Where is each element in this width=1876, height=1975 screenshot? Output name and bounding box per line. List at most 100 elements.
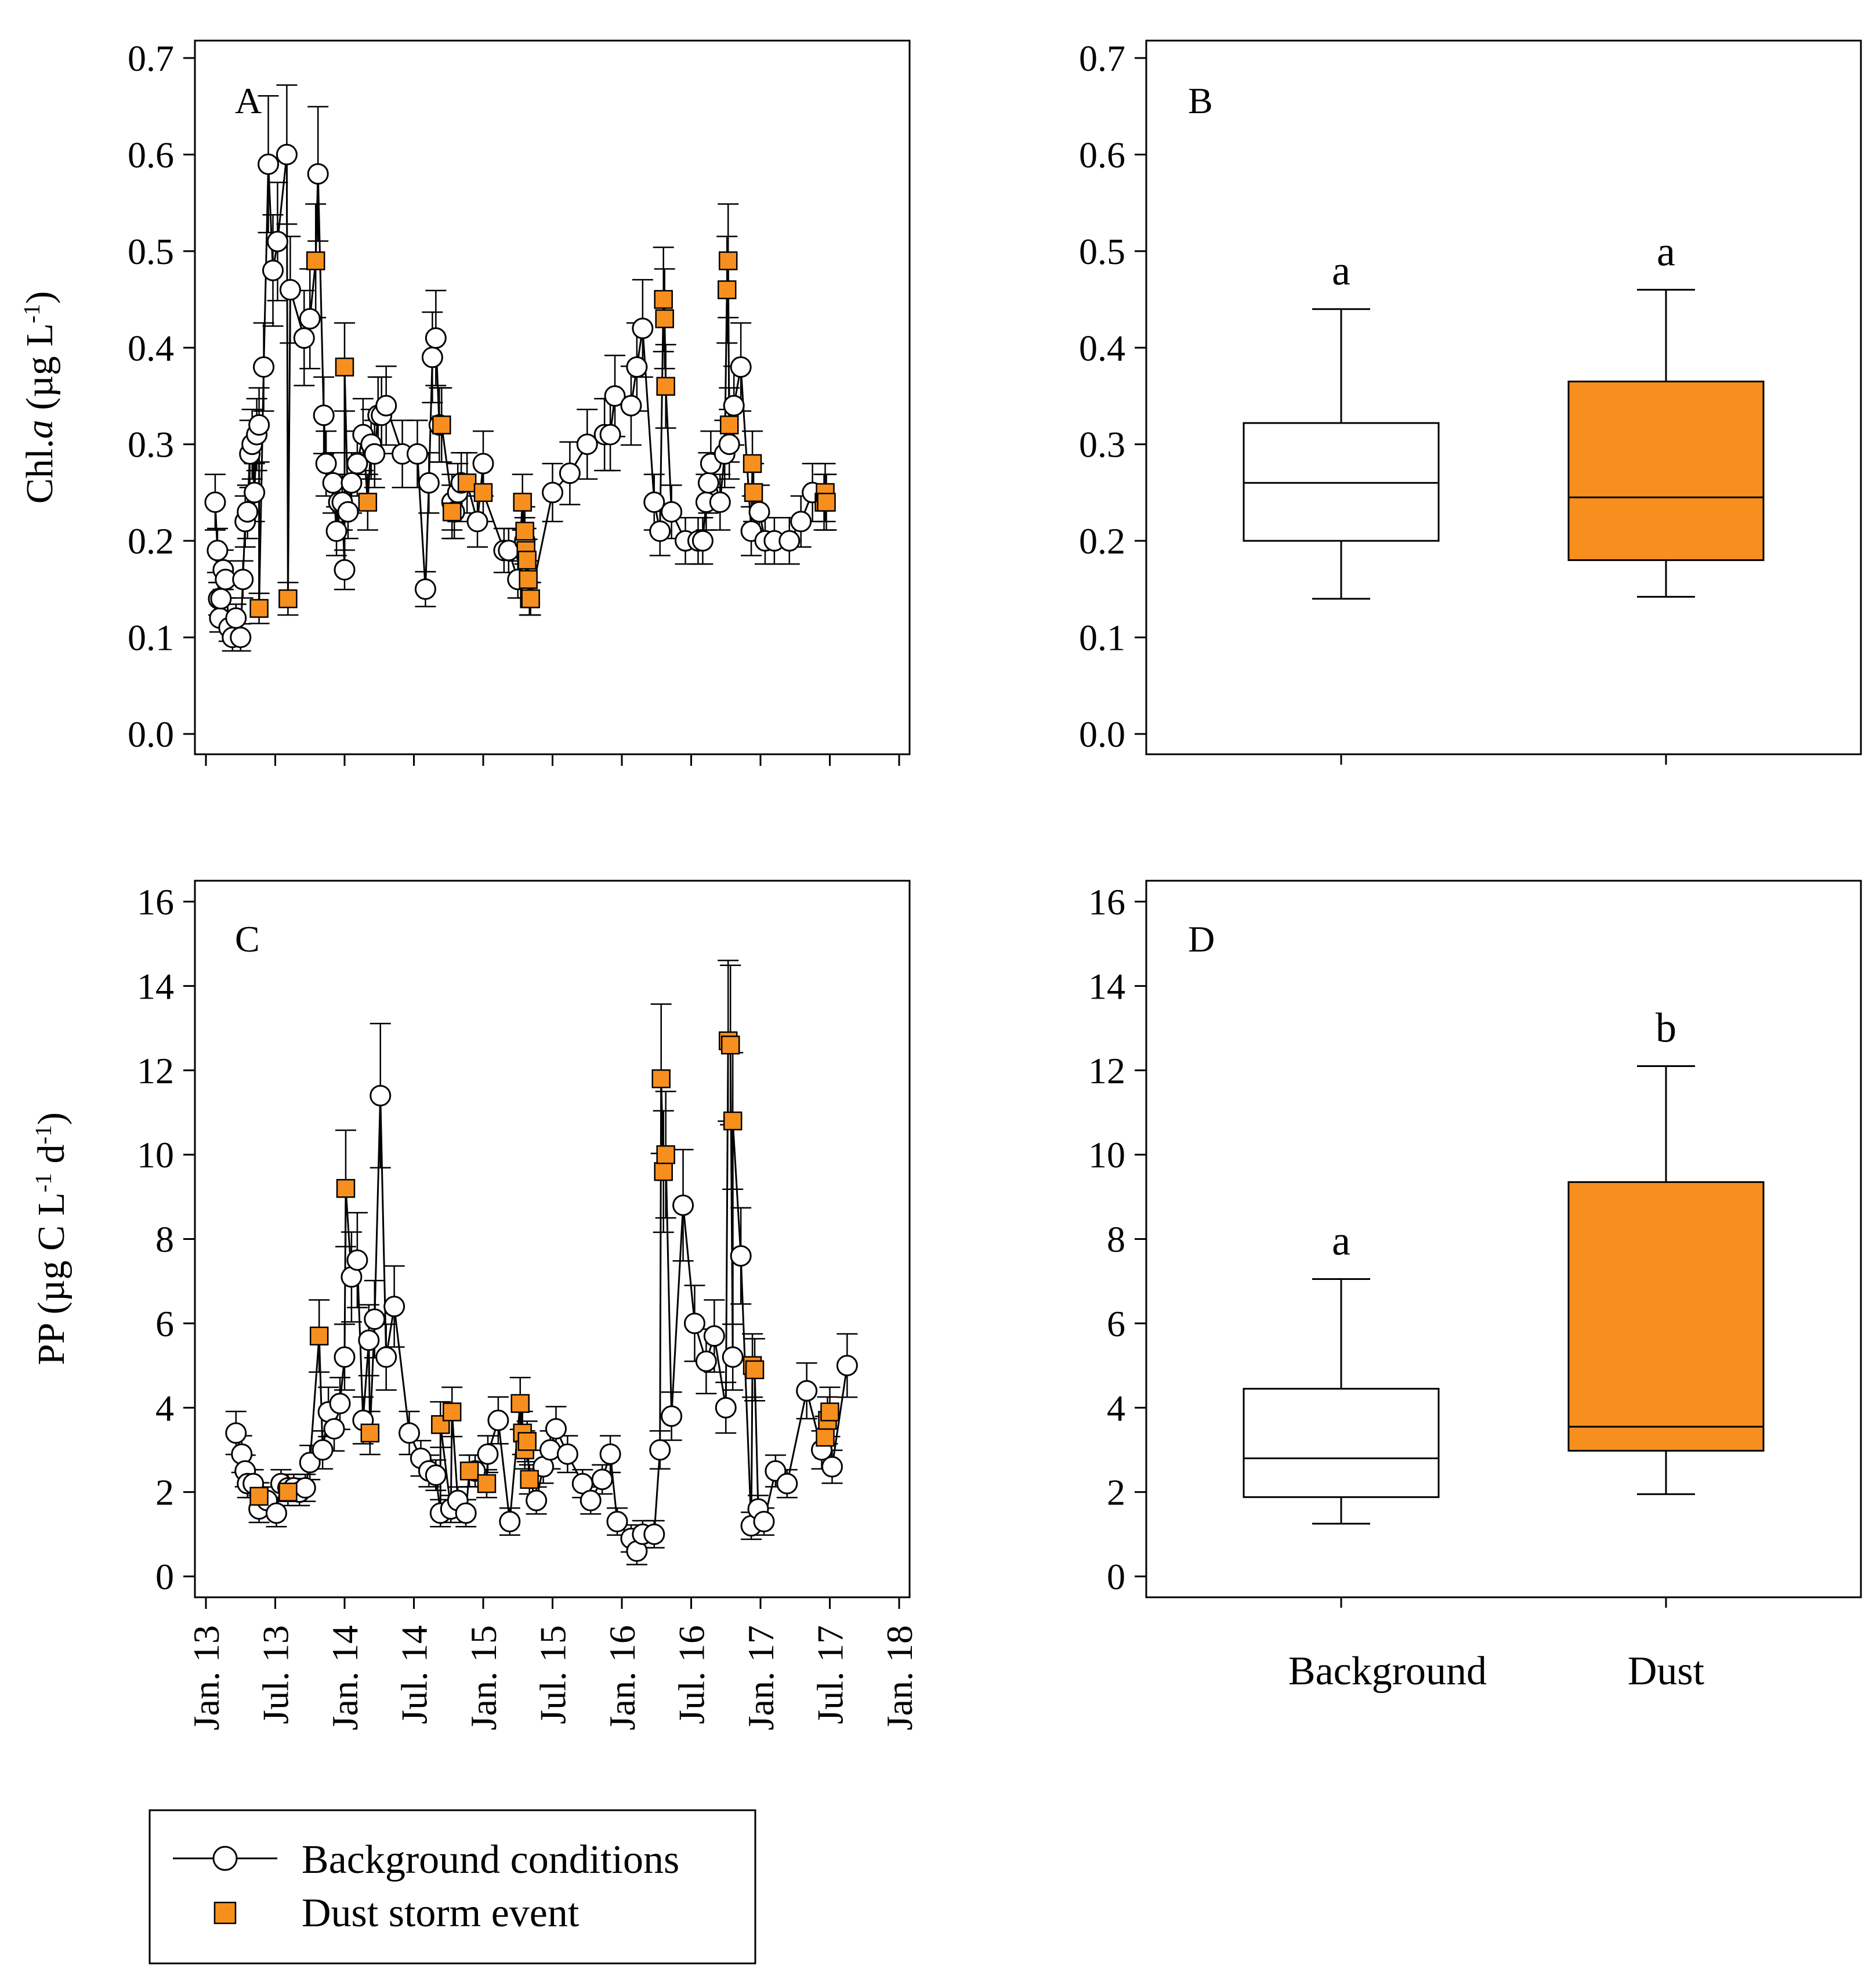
background-point [697, 472, 719, 494]
background-point [703, 1325, 725, 1347]
panel-c-y-label: PP (µg C L-1 d-1) [30, 1112, 73, 1365]
panel-a-plot-area [204, 84, 837, 652]
legend-circle-marker [212, 1846, 238, 1871]
y-tick-label: 0.1 [1079, 617, 1125, 659]
background-point [225, 1422, 247, 1444]
panel-d-plot-area: ab [1243, 1004, 1765, 1525]
dust-point [510, 1394, 530, 1413]
y-tick-label: 4 [1107, 1387, 1125, 1428]
y-tick-label: 8 [155, 1219, 174, 1260]
dust-point [513, 493, 532, 512]
background-point [649, 520, 671, 542]
dust-point [517, 551, 537, 570]
background-point [375, 395, 397, 417]
background-point [591, 1468, 613, 1491]
x-tick-label: Jan. 18 [879, 1625, 920, 1730]
dust-point [278, 589, 298, 609]
background-point [299, 1452, 321, 1474]
y-tick-label: 6 [1107, 1303, 1125, 1344]
dust-point [517, 1432, 537, 1451]
dust-point [656, 1145, 675, 1164]
x-tick-label: Jul. 17 [810, 1625, 851, 1724]
background-point [649, 1439, 671, 1461]
dust-point [432, 415, 451, 435]
background-point [329, 1392, 351, 1415]
y-tick-label: 0.7 [128, 38, 174, 79]
dust-point [457, 473, 477, 493]
x-tick-label: Jul. 16 [671, 1625, 712, 1724]
x-tick-label: Jul. 14 [394, 1625, 435, 1724]
background-point [580, 1489, 602, 1511]
box-background [1243, 1388, 1440, 1498]
background-point [604, 385, 626, 407]
y-tick-label: 0.2 [128, 520, 174, 562]
background-point [334, 559, 356, 581]
background-point [722, 1346, 744, 1368]
y-tick-label: 0.6 [128, 134, 174, 175]
background-point [556, 1443, 578, 1465]
y-tick-label: 0.2 [1079, 520, 1125, 562]
y-tick-label: 16 [1088, 881, 1125, 923]
dust-point [745, 1360, 765, 1380]
background-point [695, 1350, 717, 1372]
panel-c-letter: C [235, 918, 260, 960]
background-point [266, 230, 288, 252]
panel-b-y-axis: 0.0 0.1 0.2 0.3 0.4 0.5 0.6 0.7 [1079, 38, 1146, 755]
x-tick-label: Jul. 13 [255, 1625, 296, 1724]
y-tick-label: 0 [155, 1556, 174, 1597]
background-point [790, 511, 812, 533]
background-point [753, 1511, 775, 1533]
category-label: Dust [1628, 1649, 1705, 1694]
dust-point [473, 483, 493, 502]
background-point [776, 1473, 798, 1495]
background-point [542, 482, 563, 504]
background-point [346, 1249, 368, 1271]
dust-point [655, 309, 674, 328]
box-background [1243, 422, 1440, 542]
background-point [723, 395, 745, 417]
box-dust [1567, 1181, 1765, 1452]
background-point [661, 1405, 683, 1427]
significance-label: a [1332, 248, 1350, 294]
dust-point [442, 502, 462, 522]
background-point [370, 1084, 392, 1106]
background-point [599, 1443, 621, 1465]
background-point [225, 607, 247, 629]
y-tick-label: 0.6 [1079, 134, 1125, 175]
background-point [715, 1397, 737, 1419]
legend-frame [149, 1809, 756, 1965]
dust-point [477, 1474, 497, 1493]
dust-point [336, 1179, 356, 1198]
significance-label: a [1332, 1218, 1350, 1264]
background-point [383, 1296, 405, 1318]
x-tick-label: Jul. 15 [533, 1625, 574, 1724]
y-tick-label: 0.4 [128, 327, 174, 368]
y-tick-label: 12 [137, 1050, 174, 1091]
x-tick-label: Jan. 17 [740, 1625, 781, 1730]
dust-point [309, 1326, 329, 1345]
background-point [472, 453, 494, 475]
background-point [718, 433, 740, 455]
background-point [315, 453, 337, 475]
background-point [279, 278, 301, 301]
x-tick-label: Jan. 14 [324, 1625, 365, 1730]
significance-label: a [1657, 228, 1675, 274]
y-tick-label: 6 [155, 1303, 174, 1344]
background-point [821, 1456, 843, 1478]
y-tick-label: 0.3 [128, 424, 174, 465]
background-point [606, 1511, 628, 1533]
background-point [207, 540, 229, 562]
background-point [262, 259, 284, 281]
background-point [307, 163, 329, 185]
background-point [559, 462, 581, 484]
y-tick-label: 14 [1088, 965, 1125, 1007]
background-point [265, 1502, 287, 1524]
background-point [294, 1477, 316, 1499]
background-point [730, 1245, 752, 1267]
dust-point [820, 1402, 839, 1421]
background-point [576, 433, 598, 455]
background-point [418, 472, 440, 494]
dust-point [654, 1162, 673, 1181]
panel-c-y-axis: 0 2 4 6 8 10 12 14 16 [137, 881, 195, 1597]
